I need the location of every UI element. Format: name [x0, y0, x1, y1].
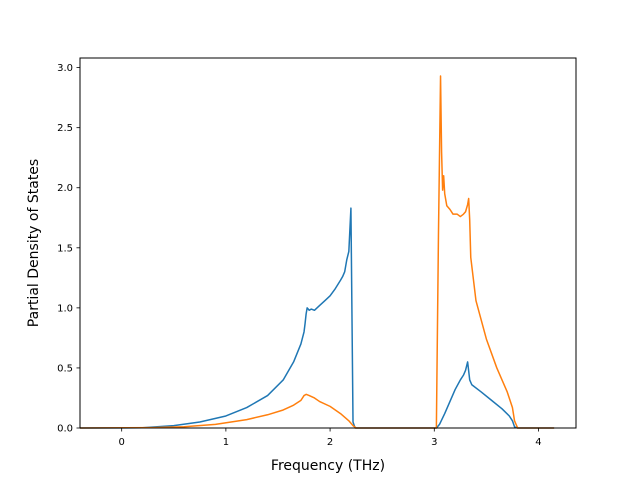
- series-line-2: [79, 75, 555, 429]
- series-layer: [79, 75, 555, 429]
- y-tick-label: 2.0: [57, 183, 73, 194]
- y-tick-label: 1.0: [57, 303, 73, 314]
- y-tick-label: 0.0: [57, 424, 73, 435]
- y-tick-label: 3.0: [57, 63, 73, 74]
- x-axis-ticks: 0 1 2 3 4: [118, 428, 542, 448]
- series-line-1: [79, 207, 555, 429]
- y-tick-label: 0.5: [57, 363, 73, 374]
- y-tick-label: 2.5: [57, 123, 73, 134]
- x-tick-label: 3: [431, 437, 437, 448]
- x-tick-label: 2: [327, 437, 333, 448]
- x-tick-label: 0: [118, 437, 124, 448]
- x-tick-label: 4: [535, 437, 541, 448]
- y-axis-label: Partial Density of States: [26, 159, 42, 327]
- y-tick-label: 1.5: [57, 243, 73, 254]
- y-axis-ticks: 0.0 0.5 1.0 1.5 2.0 2.5 3.0: [57, 63, 80, 435]
- plot-frame: [79, 57, 577, 429]
- x-axis-label: Frequency (THz): [271, 458, 385, 474]
- x-tick-label: 1: [223, 437, 229, 448]
